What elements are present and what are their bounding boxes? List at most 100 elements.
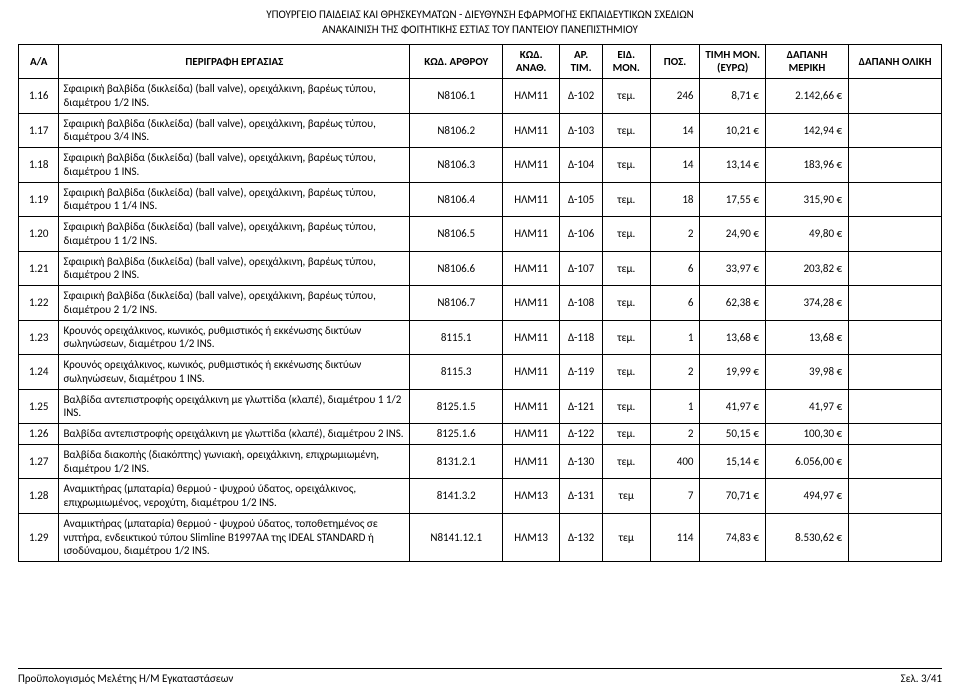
cell-pos: 400 (650, 444, 700, 479)
cell-timi: 17,55 € (700, 182, 765, 217)
cell-oliki (849, 79, 942, 114)
cell-desc: Βαλβίδα διακοπής (διακόπτης) γωνιακή, ορ… (59, 444, 410, 479)
cell-eidmon: τεμ. (602, 286, 650, 321)
cell-artim: Δ-132 (560, 513, 603, 561)
cell-aa: 1.23 (19, 320, 59, 355)
cell-desc: Βαλβίδα αντεπιστροφής ορειχάλκινη με γλω… (59, 424, 410, 445)
cell-meriki: 315,90 € (765, 182, 848, 217)
cell-artim: Δ-104 (560, 148, 603, 183)
cell-eidmon: τεμ. (602, 217, 650, 252)
cell-timi: 13,68 € (700, 320, 765, 355)
footer-left: Προϋπολογισμός Μελέτης Η/Μ Εγκαταστάσεων (18, 672, 233, 685)
cell-timi: 15,14 € (700, 444, 765, 479)
page-header: ΥΠΟΥΡΓΕΙΟ ΠΑΙΔΕΙΑΣ ΚΑΙ ΘΡΗΣΚΕΥΜΑΤΩΝ - ΔΙ… (18, 8, 942, 38)
table-row: 1.24Κρουνός ορειχάλκινος, κωνικός, ρυθμι… (19, 355, 942, 390)
cell-anath: ΗΛΜ11 (503, 320, 560, 355)
cell-meriki: 2.142,66 € (765, 79, 848, 114)
cell-eidmon: τεμ. (602, 148, 650, 183)
cell-oliki (849, 217, 942, 252)
cell-oliki (849, 251, 942, 286)
col-oliki: ΔΑΠΑΝΗ ΟΛΙΚΗ (849, 44, 942, 79)
cell-eidmon: τεμ. (602, 251, 650, 286)
cell-aa: 1.16 (19, 79, 59, 114)
cell-pos: 6 (650, 286, 700, 321)
cell-meriki: 39,98 € (765, 355, 848, 390)
cell-aa: 1.26 (19, 424, 59, 445)
cell-desc: Κρουνός ορειχάλκινος, κωνικός, ρυθμιστικ… (59, 320, 410, 355)
cell-anath: ΗΛΜ11 (503, 182, 560, 217)
cell-kod: N8106.4 (410, 182, 503, 217)
cell-eidmon: τεμ. (602, 79, 650, 114)
cell-kod: 8115.1 (410, 320, 503, 355)
cell-kod: N8106.6 (410, 251, 503, 286)
cell-desc: Βαλβίδα αντεπιστροφής ορειχάλκινη με γλω… (59, 389, 410, 424)
cell-oliki (849, 479, 942, 514)
cell-artim: Δ-102 (560, 79, 603, 114)
cell-aa: 1.17 (19, 113, 59, 148)
cell-artim: Δ-108 (560, 286, 603, 321)
col-desc: ΠΕΡΙΓΡΑΦΗ ΕΡΓΑΣΙΑΣ (59, 44, 410, 79)
cell-eidmon: τεμ. (602, 182, 650, 217)
cell-artim: Δ-130 (560, 444, 603, 479)
cell-meriki: 100,30 € (765, 424, 848, 445)
cell-kod: N8106.2 (410, 113, 503, 148)
cell-desc: Αναμικτήρας (μπαταρία) θερμού - ψυχρού ύ… (59, 479, 410, 514)
cell-timi: 33,97 € (700, 251, 765, 286)
cell-artim: Δ-105 (560, 182, 603, 217)
cell-meriki: 49,80 € (765, 217, 848, 252)
cell-kod: 8141.3.2 (410, 479, 503, 514)
table-row: 1.23Κρουνός ορειχάλκινος, κωνικός, ρυθμι… (19, 320, 942, 355)
cell-anath: ΗΛΜ13 (503, 479, 560, 514)
cell-artim: Δ-122 (560, 424, 603, 445)
cell-eidmon: τεμ. (602, 389, 650, 424)
cell-artim: Δ-103 (560, 113, 603, 148)
cell-timi: 70,71 € (700, 479, 765, 514)
cell-kod: 8125.1.6 (410, 424, 503, 445)
cell-anath: ΗΛΜ11 (503, 355, 560, 390)
cell-anath: ΗΛΜ11 (503, 217, 560, 252)
cell-desc: Αναμικτήρας (μπαταρία) θερμού - ψυχρού ύ… (59, 513, 410, 561)
table-row: 1.25Βαλβίδα αντεπιστροφής ορειχάλκινη με… (19, 389, 942, 424)
table-row: 1.20Σφαιρική βαλβίδα (δικλείδα) (ball va… (19, 217, 942, 252)
cell-meriki: 142,94 € (765, 113, 848, 148)
cell-kod: N8106.5 (410, 217, 503, 252)
cell-oliki (849, 424, 942, 445)
cell-pos: 114 (650, 513, 700, 561)
cell-timi: 13,14 € (700, 148, 765, 183)
cell-desc: Σφαιρική βαλβίδα (δικλείδα) (ball valve)… (59, 182, 410, 217)
col-meriki: ΔΑΠΑΝΗ ΜΕΡΙΚΗ (765, 44, 848, 79)
cell-pos: 2 (650, 424, 700, 445)
cell-oliki (849, 389, 942, 424)
cell-aa: 1.22 (19, 286, 59, 321)
cell-aa: 1.20 (19, 217, 59, 252)
cell-desc: Κρουνός ορειχάλκινος, κωνικός, ρυθμιστικ… (59, 355, 410, 390)
cell-anath: ΗΛΜ13 (503, 513, 560, 561)
cell-eidmon: τεμ. (602, 113, 650, 148)
cell-anath: ΗΛΜ11 (503, 444, 560, 479)
cell-eidmon: τεμ. (602, 355, 650, 390)
cell-eidmon: τεμ. (602, 424, 650, 445)
cell-aa: 1.18 (19, 148, 59, 183)
page-footer: Προϋπολογισμός Μελέτης Η/Μ Εγκαταστάσεων… (18, 668, 942, 685)
cell-aa: 1.19 (19, 182, 59, 217)
cell-eidmon: τεμ. (602, 444, 650, 479)
cell-kod: N8106.1 (410, 79, 503, 114)
table-row: 1.19Σφαιρική βαλβίδα (δικλείδα) (ball va… (19, 182, 942, 217)
cell-timi: 10,21 € (700, 113, 765, 148)
cell-artim: Δ-107 (560, 251, 603, 286)
header-line-1: ΥΠΟΥΡΓΕΙΟ ΠΑΙΔΕΙΑΣ ΚΑΙ ΘΡΗΣΚΕΥΜΑΤΩΝ - ΔΙ… (18, 8, 942, 23)
cell-artim: Δ-106 (560, 217, 603, 252)
cell-pos: 1 (650, 389, 700, 424)
cell-desc: Σφαιρική βαλβίδα (δικλείδα) (ball valve)… (59, 79, 410, 114)
cell-timi: 19,99 € (700, 355, 765, 390)
cell-pos: 246 (650, 79, 700, 114)
cell-oliki (849, 113, 942, 148)
cell-pos: 14 (650, 113, 700, 148)
col-kod: ΚΩΔ. ΑΡΘΡΟΥ (410, 44, 503, 79)
table-body: 1.16Σφαιρική βαλβίδα (δικλείδα) (ball va… (19, 79, 942, 562)
cell-artim: Δ-121 (560, 389, 603, 424)
cell-oliki (849, 320, 942, 355)
cost-table: Α/Α ΠΕΡΙΓΡΑΦΗ ΕΡΓΑΣΙΑΣ ΚΩΔ. ΑΡΘΡΟΥ ΚΩΔ. … (18, 44, 942, 563)
cell-kod: 8125.1.5 (410, 389, 503, 424)
cell-oliki (849, 182, 942, 217)
